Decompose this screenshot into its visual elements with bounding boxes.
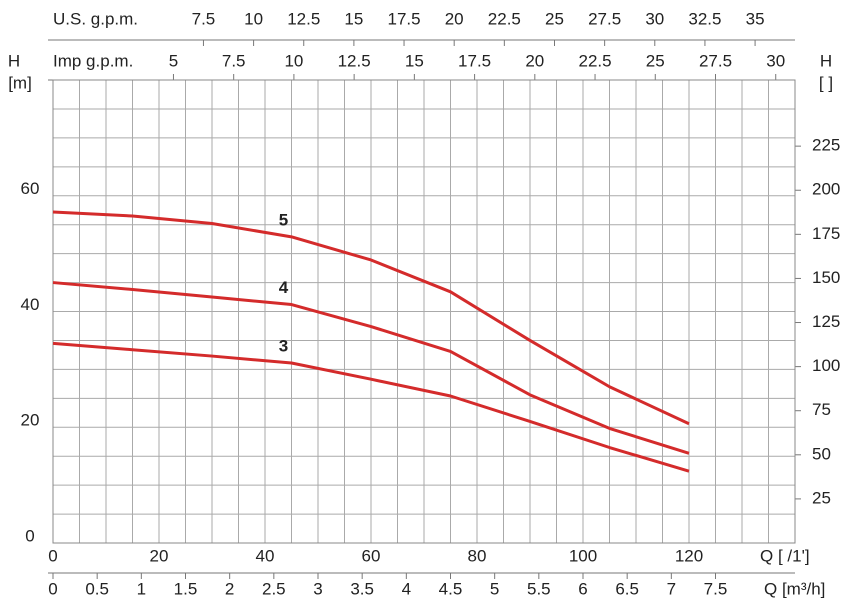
y-tick-label: 20 [21, 411, 40, 430]
x-tick-label: 0 [48, 546, 57, 565]
y2-tick-label: 25 [812, 488, 831, 507]
secondary-tick-label: 4 [402, 579, 411, 598]
y-tick-label: 40 [21, 295, 40, 314]
x-tick-label: 60 [362, 546, 381, 565]
secondary-tick-label: 3.5 [350, 579, 374, 598]
secondary-tick-label: 7.5 [222, 51, 246, 70]
secondary-tick-label: 17.5 [458, 51, 491, 70]
secondary-tick-label: 25 [646, 51, 665, 70]
plot-frame [52, 79, 796, 544]
secondary-tick-label: 7.5 [704, 579, 728, 598]
secondary-tick-label: 12.5 [338, 51, 371, 70]
curve [52, 210, 690, 426]
secondary-tick-label: 3 [313, 579, 322, 598]
secondary-tick-label: 1.5 [174, 579, 198, 598]
secondary-tick-label: 27.5 [588, 9, 621, 28]
secondary-tick-label: 10 [284, 51, 303, 70]
y-tick-label: 60 [21, 179, 40, 198]
curve [52, 341, 690, 473]
x-tick-label: 100 [569, 546, 597, 565]
secondary-tick-label: 2 [225, 579, 234, 598]
secondary-axis-label: Imp g.p.m. [53, 51, 133, 70]
secondary-tick-label: 5 [169, 51, 178, 70]
secondary-tick-label: 4.5 [439, 579, 463, 598]
y2-tick-label: 50 [812, 444, 831, 463]
secondary-tick-label: 5 [490, 579, 499, 598]
y2-tick-label: 200 [812, 180, 840, 199]
curve [52, 281, 690, 455]
y2-axis-unit: [ ] [819, 73, 833, 92]
x-tick-label: 20 [150, 546, 169, 565]
secondary-tick-label: 22.5 [488, 9, 521, 28]
secondary-tick-label: 20 [525, 51, 544, 70]
secondary-tick-label: 25 [545, 9, 564, 28]
secondary-tick-label: 15 [344, 9, 363, 28]
curve-label: 5 [279, 210, 288, 229]
secondary-tick-label: 30 [766, 51, 785, 70]
y-axis-label: H [8, 51, 20, 70]
secondary-tick-label: 32.5 [688, 9, 721, 28]
y2-tick-label: 75 [812, 400, 831, 419]
secondary-axis-label: Q [m³/h] [764, 579, 825, 598]
y2-tick-label: 150 [812, 268, 840, 287]
secondary-tick-label: 6 [578, 579, 587, 598]
secondary-tick-label: 1 [137, 579, 146, 598]
secondary-tick-label: 7 [667, 579, 676, 598]
y-tick-label: 0 [25, 526, 34, 545]
x-tick-label: 120 [675, 546, 703, 565]
secondary-tick-label: 0 [48, 579, 57, 598]
y2-tick-label: 225 [812, 136, 840, 155]
secondary-tick-label: 22.5 [578, 51, 611, 70]
secondary-tick-label: 35 [746, 9, 765, 28]
secondary-tick-label: 7.5 [192, 9, 216, 28]
curve-label: 4 [279, 278, 289, 297]
secondary-tick-label: 10 [244, 9, 263, 28]
secondary-tick-label: 12.5 [287, 9, 320, 28]
secondary-tick-label: 5.5 [527, 579, 551, 598]
y2-axis-label: H [820, 51, 832, 70]
y2-tick-label: 100 [812, 356, 840, 375]
y-axis-unit: [m] [8, 73, 32, 92]
curve-label: 3 [279, 336, 288, 355]
secondary-tick-label: 17.5 [387, 9, 420, 28]
x-tick-label: 40 [256, 546, 275, 565]
secondary-tick-label: 20 [445, 9, 464, 28]
secondary-tick-label: 6.5 [615, 579, 639, 598]
secondary-tick-label: 15 [405, 51, 424, 70]
y2-tick-label: 125 [812, 312, 840, 331]
secondary-tick-label: 0.5 [85, 579, 109, 598]
x-axis-label: Q [ /1'] [760, 546, 810, 565]
y2-tick-label: 175 [812, 224, 840, 243]
x-tick-label: 80 [468, 546, 487, 565]
secondary-tick-label: 2.5 [262, 579, 286, 598]
secondary-tick-label: 30 [645, 9, 664, 28]
secondary-axis-label: U.S. g.p.m. [53, 9, 138, 28]
secondary-tick-label: 27.5 [699, 51, 732, 70]
